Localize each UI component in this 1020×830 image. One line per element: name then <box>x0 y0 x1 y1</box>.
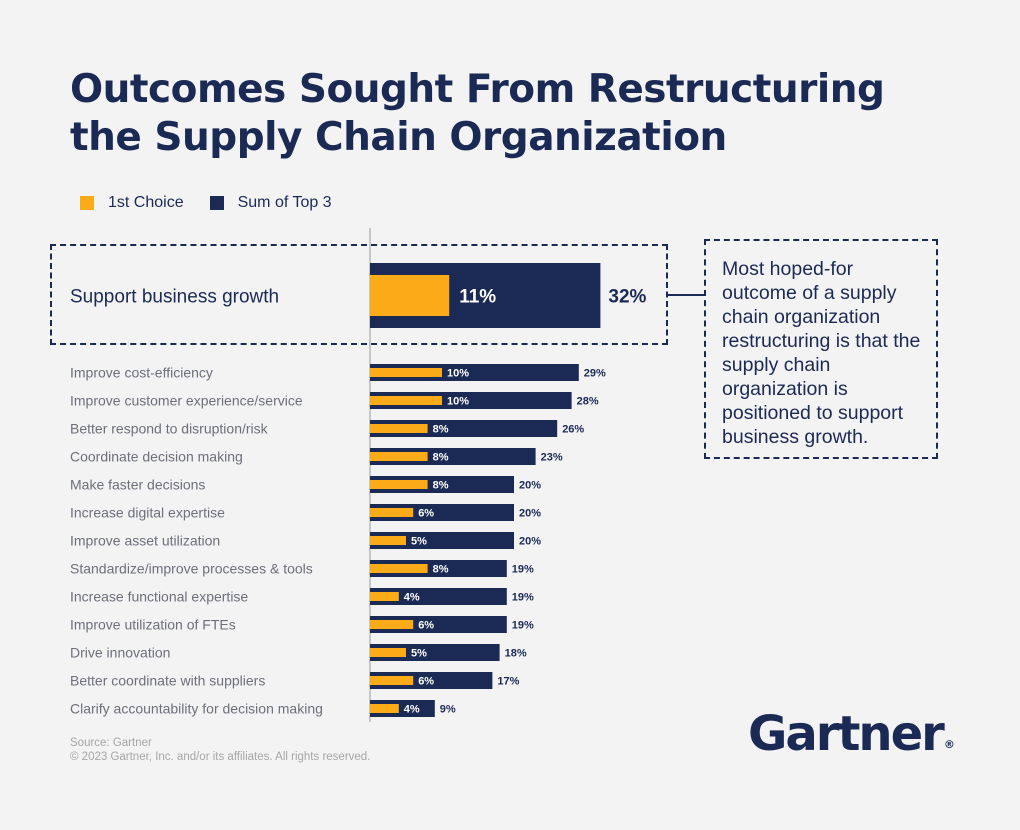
category-label-make-faster-decisions: Make faster decisions <box>70 477 205 493</box>
value-label-total-increase-functional-expertise: 19% <box>512 592 534 604</box>
bar-first-choice-drive-innovation <box>370 648 406 657</box>
value-label-total-support-business-growth: 32% <box>608 287 646 308</box>
bar-first-choice-improve-asset-utilization <box>370 536 406 545</box>
value-label-first-choice-improve-customer-experience-service: 10% <box>447 396 469 408</box>
value-label-first-choice-standardize-improve-processes-tools: 8% <box>433 564 449 576</box>
footer: Source: Gartner © 2023 Gartner, Inc. and… <box>70 736 370 764</box>
value-label-first-choice-coordinate-decision-making: 8% <box>433 452 449 464</box>
category-label-coordinate-decision-making: Coordinate decision making <box>70 449 243 465</box>
bar-first-choice-better-respond-to-disruption-risk <box>370 424 428 433</box>
value-label-first-choice-improve-asset-utilization: 5% <box>411 536 427 548</box>
legend-label-1st-choice: 1st Choice <box>108 194 184 211</box>
category-label-increase-functional-expertise: Increase functional expertise <box>70 589 248 605</box>
value-label-total-increase-digital-expertise: 20% <box>519 508 541 520</box>
category-label-better-coordinate-with-suppliers: Better coordinate with suppliers <box>70 673 265 689</box>
category-label-improve-customer-experience-service: Improve customer experience/service <box>70 393 303 409</box>
category-label-improve-cost-efficiency: Improve cost-efficiency <box>70 365 213 381</box>
bar-first-choice-improve-utilization-of-ftes <box>370 620 414 629</box>
value-label-total-better-coordinate-with-suppliers: 17% <box>497 676 519 688</box>
legend-item-1st-choice: 1st Choice <box>80 194 184 212</box>
value-label-first-choice-drive-innovation: 5% <box>411 648 427 660</box>
callout-connector-line <box>668 294 705 296</box>
legend: 1st Choice Sum of Top 3 <box>80 194 358 212</box>
value-label-first-choice-improve-utilization-of-ftes: 6% <box>418 620 434 632</box>
value-label-first-choice-increase-digital-expertise: 6% <box>418 508 434 520</box>
chart-title: Outcomes Sought From Restructuring the S… <box>70 66 950 162</box>
bar-first-choice-standardize-improve-processes-tools <box>370 564 428 573</box>
chart-title-line-1: Outcomes Sought From Restructuring <box>70 67 885 112</box>
value-label-first-choice-better-respond-to-disruption-risk: 8% <box>433 424 449 436</box>
footer-copyright: © 2023 Gartner, Inc. and/or its affiliat… <box>70 751 371 763</box>
bar-first-choice-clarify-accountability-for-decision-making <box>370 704 399 713</box>
category-label-improve-utilization-of-ftes: Improve utilization of FTEs <box>70 617 236 633</box>
registered-mark: ® <box>943 738 955 751</box>
value-label-total-better-respond-to-disruption-risk: 26% <box>562 424 584 436</box>
footer-source: Source: Gartner <box>70 737 152 749</box>
bar-first-choice-improve-cost-efficiency <box>370 368 442 377</box>
value-label-first-choice-better-coordinate-with-suppliers: 6% <box>418 676 434 688</box>
legend-item-sum-of-top-3: Sum of Top 3 <box>209 194 332 212</box>
value-label-total-improve-asset-utilization: 20% <box>519 536 541 548</box>
bar-first-choice-support-business-growth <box>370 275 450 316</box>
value-label-total-improve-cost-efficiency: 29% <box>584 368 606 380</box>
bar-first-choice-better-coordinate-with-suppliers <box>370 676 414 685</box>
bar-first-choice-make-faster-decisions <box>370 480 428 489</box>
value-label-total-standardize-improve-processes-tools: 19% <box>512 564 534 576</box>
callout-box: Most hoped-for outcome of a supply chain… <box>704 239 938 459</box>
category-label-drive-innovation: Drive innovation <box>70 645 170 661</box>
gartner-logo-text: Gartner <box>748 706 945 762</box>
category-label-increase-digital-expertise: Increase digital expertise <box>70 505 225 521</box>
bar-first-choice-improve-customer-experience-service <box>370 396 442 405</box>
value-label-total-clarify-accountability-for-decision-making: 9% <box>440 704 456 716</box>
value-label-first-choice-increase-functional-expertise: 4% <box>404 592 420 604</box>
value-label-total-improve-utilization-of-ftes: 19% <box>512 620 534 632</box>
bar-first-choice-increase-digital-expertise <box>370 508 414 517</box>
value-label-first-choice-clarify-accountability-for-decision-making: 4% <box>404 704 420 716</box>
category-label-better-respond-to-disruption-risk: Better respond to disruption/risk <box>70 421 269 437</box>
legend-swatch-sum-of-top-3 <box>209 196 224 210</box>
category-label-clarify-accountability-for-decision-making: Clarify accountability for decision maki… <box>70 701 323 717</box>
category-label-standardize-improve-processes-tools: Standardize/improve processes & tools <box>70 561 313 577</box>
value-label-total-coordinate-decision-making: 23% <box>541 452 563 464</box>
highlight-box <box>50 244 668 345</box>
chart-title-line-2: the Supply Chain Organization <box>70 115 727 160</box>
bar-first-choice-increase-functional-expertise <box>370 592 399 601</box>
value-label-total-improve-customer-experience-service: 28% <box>577 396 599 408</box>
value-label-total-drive-innovation: 18% <box>505 648 527 660</box>
legend-label-sum-of-top-3: Sum of Top 3 <box>237 194 332 211</box>
value-label-first-choice-support-business-growth: 11% <box>459 287 496 308</box>
category-label-improve-asset-utilization: Improve asset utilization <box>70 533 220 549</box>
callout-text: Most hoped-for outcome of a supply chain… <box>722 258 921 448</box>
bar-total-increase-functional-expertise <box>370 588 507 605</box>
value-label-total-make-faster-decisions: 20% <box>519 480 541 492</box>
gartner-logo: Gartner® <box>748 704 955 775</box>
category-label-support-business-growth: Support business growth <box>70 287 279 308</box>
bar-first-choice-coordinate-decision-making <box>370 452 428 461</box>
legend-swatch-1st-choice <box>80 196 94 210</box>
value-label-first-choice-make-faster-decisions: 8% <box>433 480 449 492</box>
value-label-first-choice-improve-cost-efficiency: 10% <box>447 368 469 380</box>
